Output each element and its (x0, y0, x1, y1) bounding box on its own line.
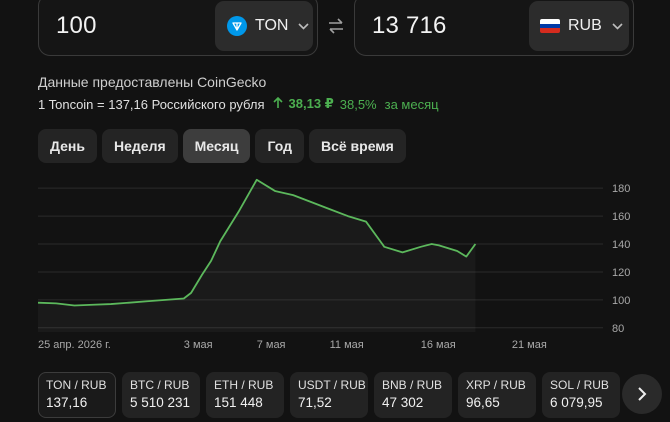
y-tick-label: 100 (612, 295, 630, 307)
pair-name: SOL / RUB (550, 378, 609, 392)
price-area (38, 180, 475, 332)
tab-week[interactable]: Неделя (102, 129, 178, 163)
rate-change-period: за месяц (384, 96, 439, 112)
arrow-up-icon (272, 96, 283, 112)
pair-value: 71,52 (298, 395, 332, 410)
y-tick-label: 180 (612, 183, 630, 195)
pair-bnb-rub[interactable]: BNB / RUB 47 302 (374, 372, 452, 418)
exchange-rate-line: 1 Toncoin = 137,16 Российского рубля 38,… (38, 96, 445, 112)
pair-name: BTC / RUB (130, 378, 190, 392)
tab-year[interactable]: Год (255, 129, 304, 163)
rate-change: 38,13 ₽ 38,5% за месяц (272, 96, 445, 112)
swap-arrows-icon[interactable] (326, 16, 346, 36)
currency-converter: 100 TON 13 716 RUB (38, 0, 634, 56)
pair-btc-rub[interactable]: BTC / RUB 5 510 231 (122, 372, 200, 418)
pair-name: USDT / RUB (298, 378, 366, 392)
price-chart: 80 100 120 140 160 180 25 апр. 2026 г. 3 мая 7 м… (37, 178, 630, 351)
pair-value: 96,65 (466, 395, 500, 410)
pair-value: 5 510 231 (130, 395, 191, 410)
tab-all-time[interactable]: Всё время (308, 129, 406, 163)
to-currency-select[interactable]: RUB (529, 1, 629, 51)
x-tick-label: 21 мая (512, 339, 547, 351)
from-currency-select[interactable]: TON (215, 1, 313, 51)
pair-ton-rub[interactable]: TON / RUB 137,16 (38, 372, 116, 418)
pair-xrp-rub[interactable]: XRP / RUB 96,65 (458, 372, 536, 418)
tab-day[interactable]: День (38, 129, 97, 163)
x-tick-label: 11 мая (330, 339, 364, 351)
x-tick-label: 25 апр. 2026 г. (38, 339, 111, 351)
pair-usdt-rub[interactable]: USDT / RUB 71,52 (290, 372, 368, 418)
rate-change-abs: 38,13 ₽ (288, 96, 334, 111)
chevron-down-icon (298, 19, 310, 33)
pair-value: 47 302 (382, 395, 424, 410)
rate-text: 1 Toncoin = 137,16 Российского рубля (38, 96, 265, 112)
to-amount-box[interactable]: 13 716 RUB (354, 0, 634, 56)
chevron-right-icon[interactable] (622, 374, 662, 414)
pair-name: TON / RUB (46, 378, 107, 392)
from-currency-label: TON (255, 17, 289, 34)
data-source-note: Данные предоставлены CoinGecko (38, 74, 267, 90)
pair-value: 137,16 (46, 395, 88, 410)
x-tick-label: 16 мая (421, 339, 456, 351)
from-amount-input[interactable]: 100 (56, 12, 97, 39)
pair-value: 151 448 (214, 395, 263, 410)
pair-name: ETH / RUB (214, 378, 274, 392)
y-tick-label: 80 (612, 323, 624, 335)
x-tick-label: 3 мая (184, 339, 213, 351)
pair-list: TON / RUB 137,16 BTC / RUB 5 510 231 ETH… (38, 372, 620, 418)
rate-change-pct: 38,5% (339, 96, 377, 112)
y-tick-label: 160 (612, 211, 630, 223)
to-currency-label: RUB (568, 17, 602, 34)
russia-flag-icon (540, 19, 560, 33)
y-tick-label: 140 (612, 239, 630, 251)
pair-name: BNB / RUB (382, 378, 443, 392)
from-amount-box[interactable]: 100 TON (38, 0, 318, 56)
price-line (37, 178, 477, 307)
pair-eth-rub[interactable]: ETH / RUB 151 448 (206, 372, 284, 418)
pair-value: 6 079,95 (550, 395, 603, 410)
tab-month[interactable]: Месяц (182, 129, 251, 163)
pair-name: XRP / RUB (466, 378, 526, 392)
x-tick-label: 7 мая (257, 339, 286, 351)
ton-coin-icon (227, 16, 247, 36)
to-amount-input[interactable]: 13 716 (372, 12, 447, 39)
period-tabs: День Неделя Месяц Год Всё время (38, 129, 406, 163)
pair-sol-rub[interactable]: SOL / RUB 6 079,95 (542, 372, 620, 418)
y-tick-label: 120 (612, 267, 630, 279)
chevron-down-icon (612, 19, 623, 33)
